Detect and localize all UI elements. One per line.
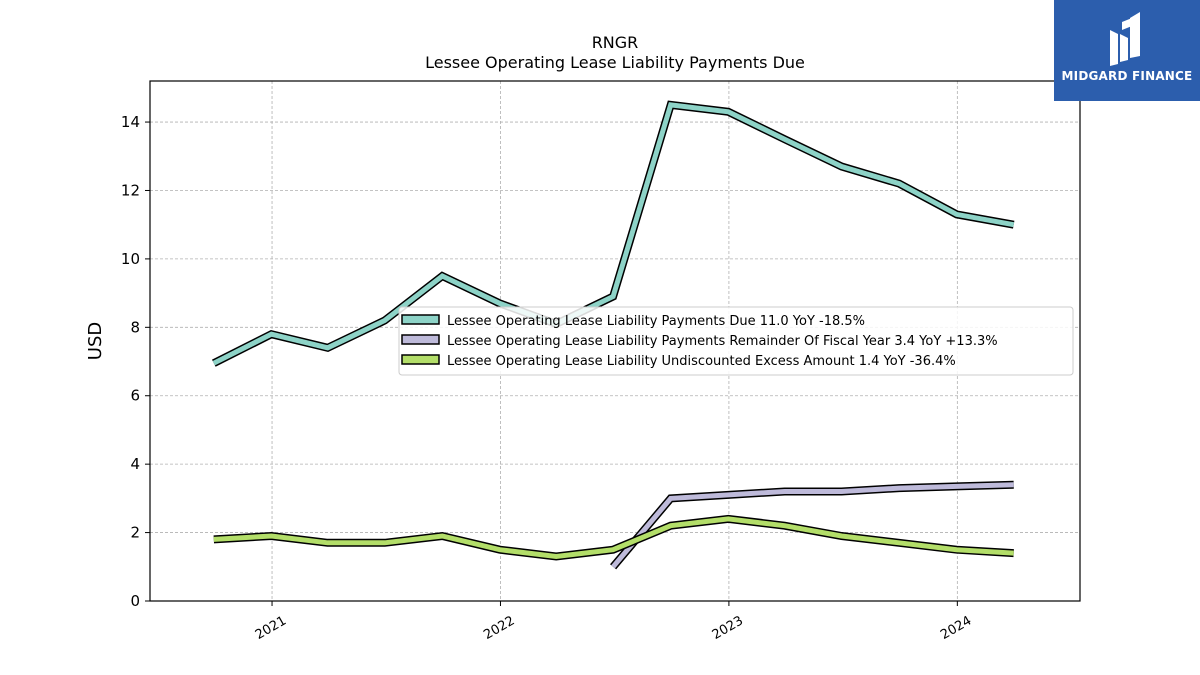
- series-line-1: [212, 102, 1015, 366]
- y-tick-label: 14: [121, 113, 140, 131]
- brand-logo: MIDGARD FINANCE: [1054, 0, 1200, 101]
- y-tick-label: 2: [130, 524, 140, 542]
- legend: Lessee Operating Lease Liability Payment…: [398, 306, 1074, 376]
- y-axis-label: USD: [85, 322, 106, 360]
- logo-mark-icon: [1110, 12, 1140, 66]
- legend-swatch: [401, 314, 440, 325]
- legend-label: Lessee Operating Lease Liability Payment…: [447, 334, 998, 349]
- series-lines: [212, 100, 1015, 570]
- legend-label: Lessee Operating Lease Liability Undisco…: [447, 354, 956, 369]
- y-tick-label: 4: [130, 455, 140, 473]
- x-tick-label: 2024: [938, 613, 974, 643]
- y-tick-label: 12: [121, 181, 140, 199]
- chart-subtitle: Lessee Operating Lease Liability Payment…: [425, 53, 805, 72]
- y-tick-label: 6: [130, 387, 140, 405]
- y-tick-label: 0: [130, 592, 140, 610]
- x-tick-label: 2022: [481, 613, 517, 643]
- y-tick-label: 8: [130, 318, 140, 336]
- x-tick-label: 2023: [710, 613, 746, 643]
- legend-label: Lessee Operating Lease Liability Payment…: [447, 314, 865, 329]
- y-axis: 0 2 4 6 8 10 12 14: [121, 113, 150, 610]
- series-line-3: [213, 516, 1014, 560]
- logo-text: MIDGARD FINANCE: [1061, 69, 1193, 83]
- series-line-2: [611, 482, 1014, 569]
- x-axis: 2021 2022 2023 2024: [253, 601, 974, 643]
- y-tick-label: 10: [121, 250, 140, 268]
- chart-title: RNGR: [592, 33, 639, 52]
- legend-box: [398, 306, 1074, 376]
- legend-swatch: [401, 354, 440, 365]
- legend-swatch: [401, 334, 440, 345]
- plot-frame: [149, 80, 1081, 602]
- x-tick-label: 2021: [253, 613, 289, 643]
